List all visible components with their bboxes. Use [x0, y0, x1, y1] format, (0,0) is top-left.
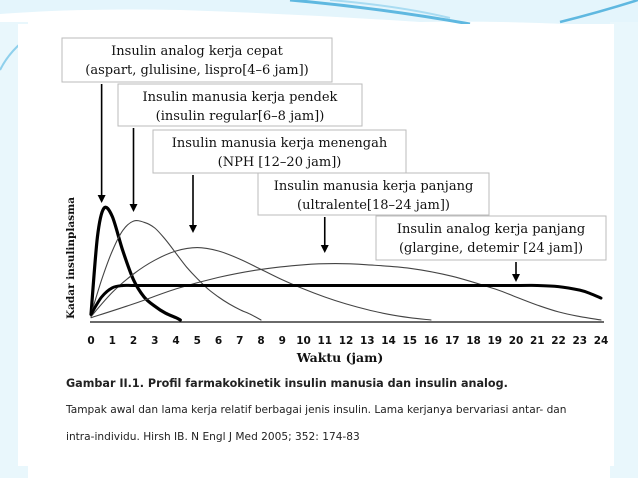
annotation-arrow-head [512, 274, 520, 282]
curve-long-acting-human [90, 263, 602, 321]
header-swoosh-1 [289, 0, 471, 26]
x-tick-label: 5 [194, 335, 201, 347]
x-tick-label: 19 [487, 335, 502, 347]
x-tick-label: 10 [296, 335, 311, 347]
x-tick-label: 23 [572, 335, 587, 347]
annotation-arrow-head [97, 195, 106, 203]
right-band [610, 22, 638, 478]
x-tick-label: 4 [172, 335, 179, 347]
annotation-detail: (NPH [12–20 jam]) [218, 155, 342, 170]
annotation-arrow-head [129, 204, 138, 212]
annotation-title: Insulin manusia kerja panjang [274, 179, 474, 194]
annotation-detail: (insulin regular[6–8 jam]) [156, 109, 325, 124]
x-tick-label: 3 [151, 335, 158, 347]
x-tick-label: 8 [257, 335, 264, 347]
x-tick-label: 9 [279, 335, 286, 347]
x-tick-label: 6 [215, 335, 222, 347]
annotation-title: Insulin analog kerja cepat [111, 44, 283, 59]
x-tick-label: 7 [236, 335, 243, 347]
x-tick-label: 22 [551, 335, 566, 347]
curve-long-acting-analog [89, 283, 603, 316]
x-tick-label: 11 [317, 335, 332, 347]
x-tick-label: 0 [87, 335, 94, 347]
annotation-arrow-head [320, 245, 329, 253]
x-tick-label: 16 [424, 335, 439, 347]
y-axis-label: Kadar insulinplasma [65, 197, 77, 319]
annotation-box [61, 37, 333, 83]
annotation-box [152, 129, 407, 174]
annotation-title: Insulin manusia kerja menengah [172, 136, 388, 151]
x-tick-label: 14 [381, 335, 396, 347]
curve-rapid-acting-analog [89, 205, 182, 322]
annotation-layer: Insulin analog kerja cepat (aspart, gluli… [61, 37, 607, 282]
x-tick-label: 13 [360, 335, 375, 347]
annotation-detail: (ultralente[18–24 jam]) [297, 198, 450, 213]
x-tick-label: 2 [130, 335, 137, 347]
header-swoosh-3 [559, 0, 638, 24]
header-band [0, 0, 638, 28]
x-tick-label: 18 [466, 335, 481, 347]
curve-layer [89, 205, 603, 322]
annotation-detail: (aspart, glulisine, lispro[4–6 jam]) [85, 63, 308, 78]
annotation-arrow-head [189, 225, 197, 233]
x-tick-label: 12 [339, 335, 354, 347]
annotation-box [375, 215, 607, 261]
figure-caption-title: Gambar II.1. Profil farmakokinetik insul… [66, 377, 508, 390]
x-tick-label: 20 [509, 335, 524, 347]
x-tick-label: 17 [445, 335, 460, 347]
annotation-box [117, 83, 363, 127]
curve-short-acting-human [90, 220, 262, 321]
header-swoosh-2 [329, 0, 451, 19]
annotation-title: Insulin analog kerja panjang [397, 222, 585, 237]
figure-caption-line-2: intra-individu. Hirsh IB. N Engl J Med 2… [66, 431, 360, 443]
x-tick-labels: 0 1 2 3 4 5 6 7 8 9 10 11 12 13 14 15 16 17 18 19 20 21 22 23 24 [87, 335, 608, 347]
annotation-detail: (glargine, detemir [24 jam]) [399, 241, 583, 256]
figure-caption-line-1: Tampak awal dan lama kerja relatif berba… [66, 404, 567, 416]
annotation-box [257, 172, 490, 216]
x-tick-label: 24 [594, 335, 609, 347]
x-tick-label: 1 [109, 335, 116, 347]
x-tick-label: 15 [402, 335, 417, 347]
x-axis-label: Waktu (jam) [296, 350, 384, 365]
x-tick-label: 21 [530, 335, 545, 347]
annotation-title: Insulin manusia kerja pendek [143, 90, 338, 105]
